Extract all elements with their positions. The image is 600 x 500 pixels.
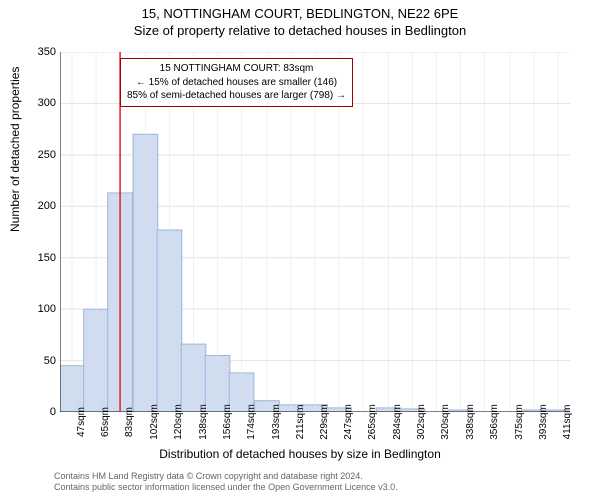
x-tick-label: 247sqm [343,404,354,440]
annotation-line2: ← 15% of detached houses are smaller (14… [127,76,346,90]
x-tick-label: 193sqm [271,404,282,440]
chart-title-main: 15, NOTTINGHAM COURT, BEDLINGTON, NE22 6… [0,0,600,21]
annotation-box: 15 NOTTINGHAM COURT: 83sqm ← 15% of deta… [120,58,353,107]
x-tick-label: 320sqm [440,404,451,440]
footer-line1: Contains HM Land Registry data © Crown c… [54,471,398,483]
x-tick-label: 411sqm [562,405,573,440]
x-tick-label: 83sqm [124,407,135,437]
x-tick-label: 120sqm [173,404,184,440]
x-tick-label: 156sqm [222,404,233,440]
x-tick-label: 375sqm [514,404,525,440]
y-axis-label: Number of detached properties [8,67,22,232]
chart-container: 15, NOTTINGHAM COURT, BEDLINGTON, NE22 6… [0,0,600,500]
x-tick-label: 393sqm [538,404,549,440]
x-tick-label: 229sqm [319,404,330,440]
x-tick-label: 102sqm [149,404,160,440]
y-tick-label: 50 [26,355,56,367]
x-tick-label: 65sqm [100,407,111,437]
y-tick-label: 300 [26,97,56,109]
footer-line2: Contains public sector information licen… [54,482,398,494]
x-tick-label: 174sqm [246,404,257,440]
y-tick-label: 350 [26,46,56,58]
chart-title-sub: Size of property relative to detached ho… [0,21,600,38]
x-tick-label: 211sqm [295,405,306,440]
annotation-line1: 15 NOTTINGHAM COURT: 83sqm [127,62,346,76]
y-tick-label: 250 [26,149,56,161]
footer-attribution: Contains HM Land Registry data © Crown c… [54,471,398,494]
x-tick-label: 47sqm [76,407,87,437]
y-tick-label: 150 [26,252,56,264]
x-tick-label: 284sqm [392,404,403,440]
y-tick-label: 200 [26,200,56,212]
x-tick-label: 302sqm [416,404,427,440]
y-tick-label: 100 [26,303,56,315]
x-axis-label: Distribution of detached houses by size … [0,447,600,461]
x-tick-label: 338sqm [465,404,476,440]
annotation-line3: 85% of semi-detached houses are larger (… [127,89,346,103]
x-tick-label: 265sqm [367,404,378,440]
x-tick-label: 356sqm [489,404,500,440]
x-tick-label: 138sqm [198,404,209,440]
y-tick-label: 0 [26,406,56,418]
chart-area: 15 NOTTINGHAM COURT: 83sqm ← 15% of deta… [60,52,570,412]
